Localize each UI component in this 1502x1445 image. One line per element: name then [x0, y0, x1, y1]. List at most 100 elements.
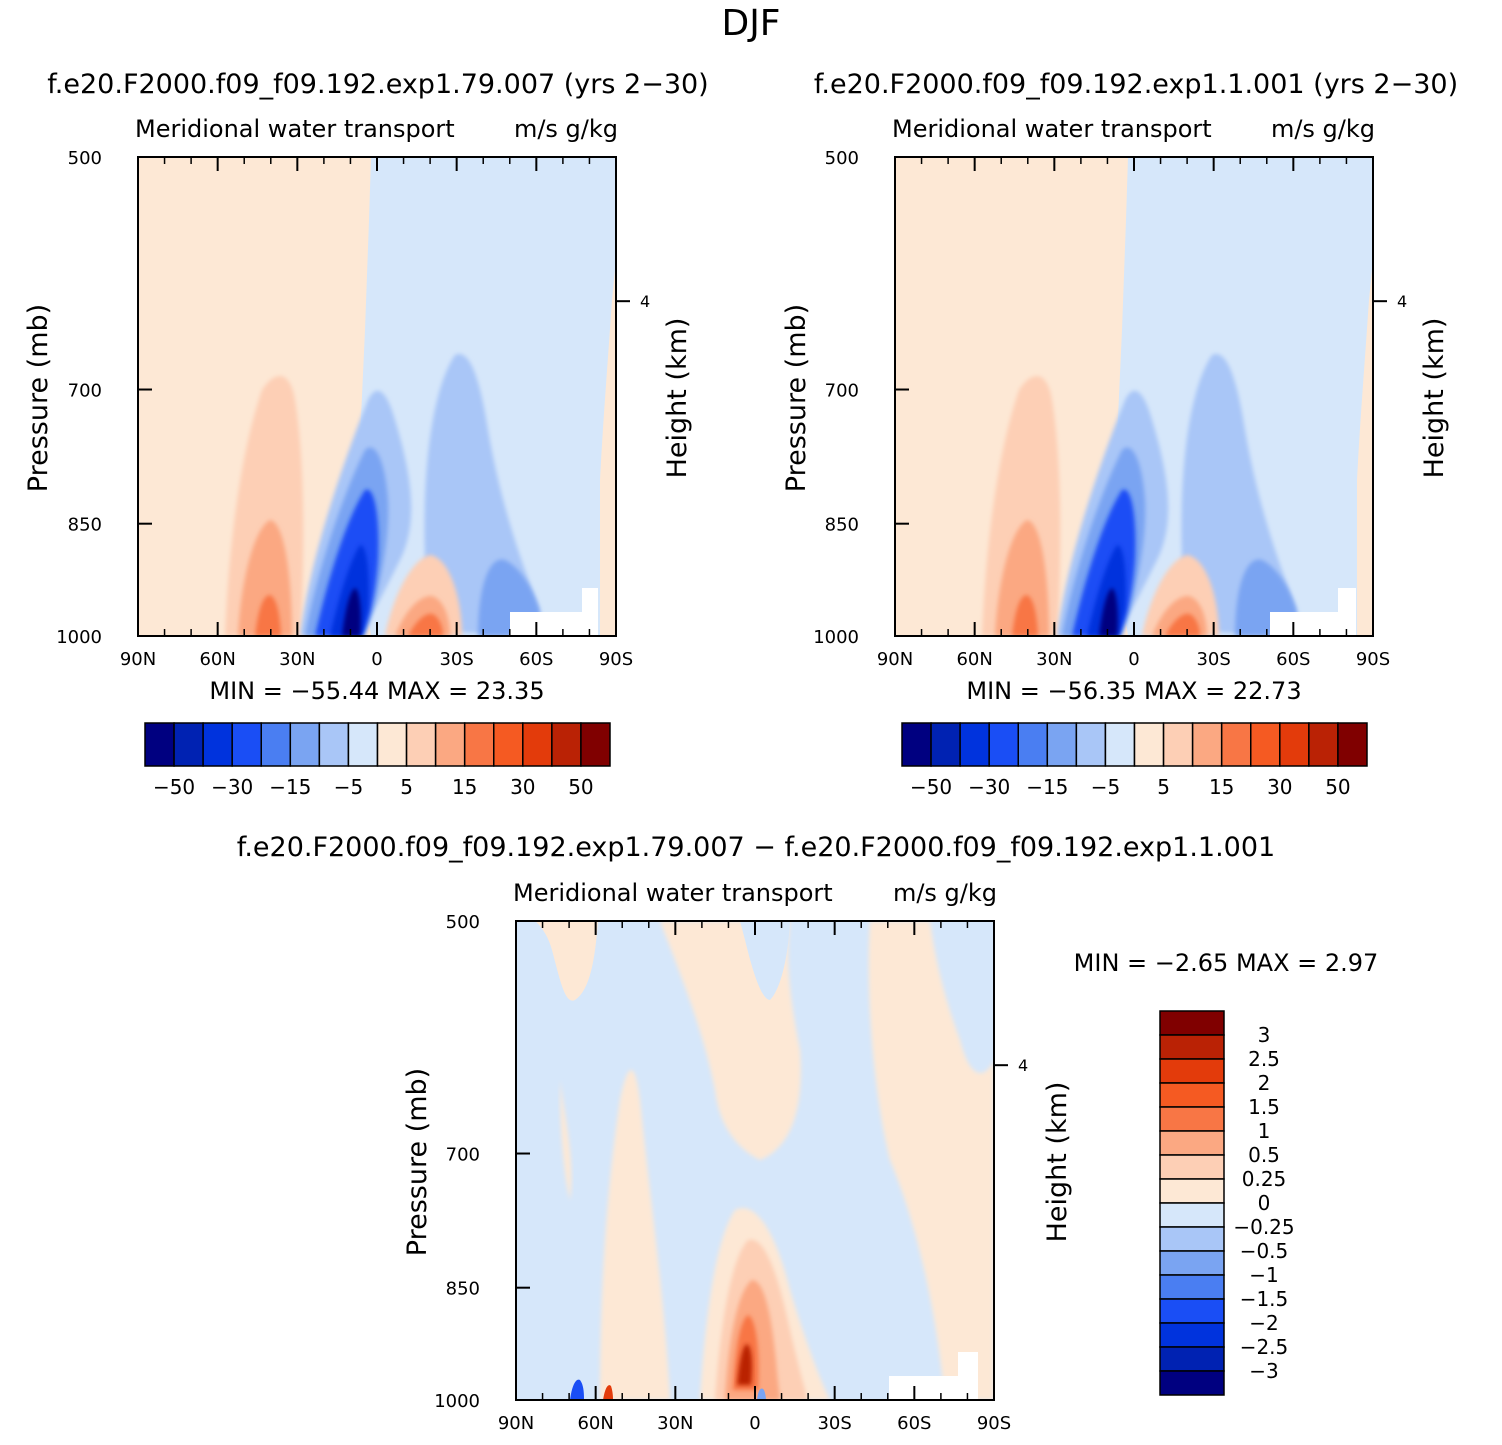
panel3-region-pos-a — [535, 921, 598, 1001]
panel2-right-axis-label: Height (km) — [1419, 318, 1450, 479]
colorbar-label: −0.25 — [1233, 1215, 1294, 1239]
colorbar-swatch — [173, 722, 204, 767]
panel1-region-pos-south-30 — [408, 613, 443, 636]
colorbar-swatch — [959, 722, 990, 767]
panel2-masked-terrain — [1270, 588, 1356, 636]
colorbar-label: 0.5 — [1248, 1143, 1280, 1167]
colorbar-label: −5 — [1091, 775, 1120, 799]
panel1-run-title: f.e20.F2000.f09_f09.192.exp1.79.007 (yrs… — [47, 69, 708, 100]
colorbar-swatch — [1250, 722, 1281, 767]
panel3-y-axis-label: Pressure (mb) — [402, 1068, 433, 1256]
panel1-y-axis-label: Pressure (mb) — [23, 304, 54, 492]
panel1-right-title: m/s g/kg — [514, 115, 618, 143]
panel2-region-pos-south-30 — [1165, 613, 1200, 636]
panel2-colorbar: −50 −30 −15 −5 5 15 30 50 — [901, 722, 1368, 799]
colorbar-swatch — [1159, 1202, 1225, 1228]
panel3-region-pos-j — [737, 1344, 752, 1385]
colorbar-label: 5 — [1157, 775, 1170, 799]
x-tick-label: 30S — [439, 649, 473, 670]
panel3-region-pos-c — [868, 921, 994, 1400]
y-tick-label: 850 — [825, 515, 859, 536]
colorbar-swatch — [318, 722, 350, 767]
colorbar-label: 15 — [1209, 775, 1234, 799]
panel1-region-pos-15 — [238, 520, 292, 636]
colorbar-swatch — [930, 722, 961, 767]
y-tick-label: 700 — [825, 381, 859, 402]
panel3-left-title: Meridional water transport — [513, 879, 833, 907]
y-tick-label: 500 — [446, 912, 480, 933]
colorbar-label: 2 — [1258, 1071, 1271, 1095]
colorbar-swatch — [463, 722, 495, 767]
colorbar-swatch — [376, 722, 408, 767]
colorbar-swatch — [1104, 722, 1136, 767]
x-tick-label: 60S — [897, 1413, 931, 1434]
colorbar-swatch — [1159, 1274, 1225, 1300]
panel2-left-title: Meridional water transport — [892, 115, 1212, 143]
y-tick-label: 700 — [446, 1145, 480, 1166]
panel2-y-axis-label: Pressure (mb) — [781, 304, 812, 492]
panel3-min-max: MIN = −2.65 MAX = 2.97 — [1074, 949, 1379, 977]
colorbar-swatch — [1159, 1322, 1225, 1348]
panel2-x-ticks: 90N 60N 30N 0 30S 60S 90S — [877, 157, 1390, 670]
colorbar-swatch — [289, 722, 321, 767]
panel2-region-pos-15 — [995, 520, 1049, 636]
colorbar-swatch — [1017, 722, 1049, 767]
x-tick-label: 60S — [519, 649, 553, 670]
x-tick-label: 60S — [1276, 649, 1310, 670]
x-tick-label: 30N — [279, 649, 315, 670]
colorbar-swatch — [1159, 1250, 1225, 1276]
panel3-colorbar: 32.521.510.50.250−0.25−0.5−1−1.5−2−2.5−3 — [1159, 1010, 1295, 1396]
colorbar-label: −1.5 — [1240, 1287, 1289, 1311]
colorbar-swatch — [522, 722, 553, 767]
panel3-region-pos-e — [560, 1080, 572, 1200]
x-tick-label: 30N — [657, 1413, 693, 1434]
colorbar-swatch — [1159, 1154, 1225, 1180]
panel-1: Meridional water transport m/s g/kg 90N 6… — [23, 115, 693, 799]
panel1-y-ticks: 500 700 850 1000 4 — [56, 148, 650, 648]
colorbar-swatch — [1220, 722, 1252, 767]
x-tick-label: 60N — [199, 649, 235, 670]
panel3-region-neg-spot-eq — [757, 1388, 766, 1400]
colorbar-label: 3 — [1258, 1023, 1271, 1047]
colorbar-swatch — [1308, 722, 1339, 767]
colorbar-swatch — [1337, 722, 1368, 767]
colorbar-label: 50 — [1325, 775, 1350, 799]
panel3-right-axis-label: Height (km) — [1042, 1082, 1073, 1243]
panel1-x-ticks: 90N 60N 30N 0 30S 60S 90S — [120, 157, 633, 670]
colorbar-label: −30 — [211, 775, 253, 799]
panel2-region-neg-50 — [1099, 588, 1118, 636]
colorbar-swatch — [1162, 722, 1194, 767]
y-tick-label: 850 — [446, 1279, 480, 1300]
colorbar-label: 1.5 — [1248, 1095, 1280, 1119]
colorbar-swatch — [1191, 722, 1223, 767]
colorbar-label: −1 — [1249, 1263, 1278, 1287]
panel3-y-ticks: 500 700 850 1000 4 — [434, 912, 1028, 1412]
x-tick-label: 90N — [120, 649, 156, 670]
x-tick-label: 60N — [956, 649, 992, 670]
panel3-region-neg-spot — [570, 1379, 584, 1400]
colorbar-label: −15 — [1026, 775, 1068, 799]
panel3-run-title: f.e20.F2000.f09_f09.192.exp1.79.007 − f.… — [237, 832, 1275, 863]
panel3-contour-field — [516, 921, 994, 1400]
y-tick-label: 700 — [68, 381, 102, 402]
x-tick-label: 0 — [1128, 649, 1139, 670]
x-tick-label: 30S — [817, 1413, 851, 1434]
colorbar-swatch — [260, 722, 292, 767]
x-tick-label: 90S — [1356, 649, 1390, 670]
colorbar-swatch — [1159, 1058, 1225, 1084]
panel3-region-neg-b-inner — [740, 921, 790, 1000]
colorbar-label: −50 — [153, 775, 195, 799]
panel2-region-pos-pole — [1357, 260, 1373, 636]
colorbar-swatch — [1159, 1082, 1225, 1108]
panel3-x-ticks: 90N 60N 30N 0 30S 60S 90S — [498, 921, 1011, 1434]
panel1-right-axis-label: Height (km) — [662, 318, 693, 479]
colorbar-label: 0 — [1258, 1191, 1271, 1215]
colorbar-label: 50 — [568, 775, 593, 799]
panel1-colorbar: −50 −30 −15 −5 5 15 30 50 — [144, 722, 611, 799]
colorbar-swatch — [1159, 1106, 1225, 1132]
y-tick-label: 1000 — [813, 627, 859, 648]
colorbar-label: −0.5 — [1240, 1239, 1289, 1263]
colorbar-swatch — [1046, 722, 1078, 767]
colorbar-label: −15 — [269, 775, 311, 799]
panel1-left-title: Meridional water transport — [135, 115, 455, 143]
